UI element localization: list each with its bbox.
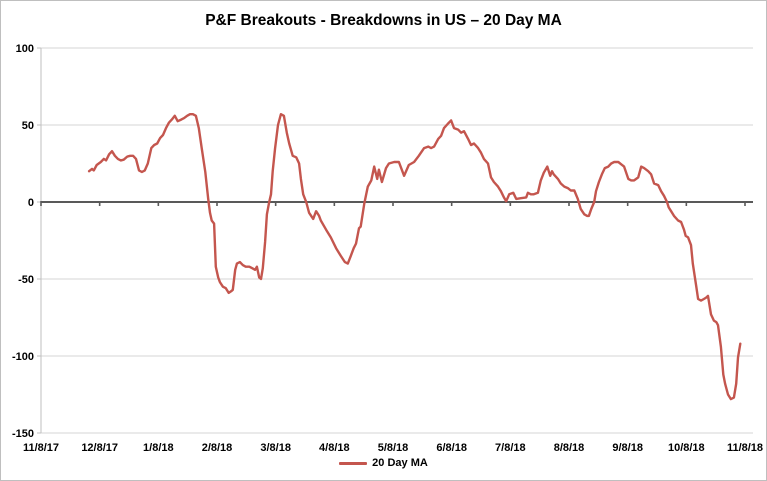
y-axis-tick-label: -50 <box>18 274 34 286</box>
legend-series-label: 20 Day MA <box>372 457 428 469</box>
y-axis-tick-label: 100 <box>16 43 34 55</box>
x-axis-tick-label: 3/8/18 <box>260 442 291 454</box>
x-axis-tick-label: 1/8/18 <box>143 442 174 454</box>
y-axis-tick-label: 0 <box>28 197 34 209</box>
x-axis-tick-label: 6/8/18 <box>436 442 467 454</box>
x-axis-tick-label: 11/8/18 <box>727 442 763 454</box>
x-axis-tick-label: 8/8/18 <box>554 442 585 454</box>
x-axis-tick-label: 12/8/17 <box>81 442 118 454</box>
x-axis-tick-label: 9/8/18 <box>612 442 643 454</box>
y-axis-tick-label: -150 <box>12 428 34 440</box>
x-axis-tick-label: 4/8/18 <box>319 442 350 454</box>
x-axis-tick-label: 10/8/18 <box>668 442 705 454</box>
series-line-20-day-ma <box>87 112 742 401</box>
x-axis-tick-label: 2/8/18 <box>202 442 233 454</box>
chart-title: P&F Breakouts - Breakdowns in US – 20 Da… <box>205 12 562 29</box>
x-axis-tick-label: 5/8/18 <box>378 442 409 454</box>
x-axis-tick-label: 11/8/17 <box>23 442 59 454</box>
x-axis-tick-label: 7/8/18 <box>495 442 526 454</box>
legend-line-swatch <box>339 461 368 465</box>
y-axis-tick-label: -100 <box>12 351 34 363</box>
legend: 20 Day MA <box>1 457 766 469</box>
y-axis-tick-label: 50 <box>22 120 34 132</box>
